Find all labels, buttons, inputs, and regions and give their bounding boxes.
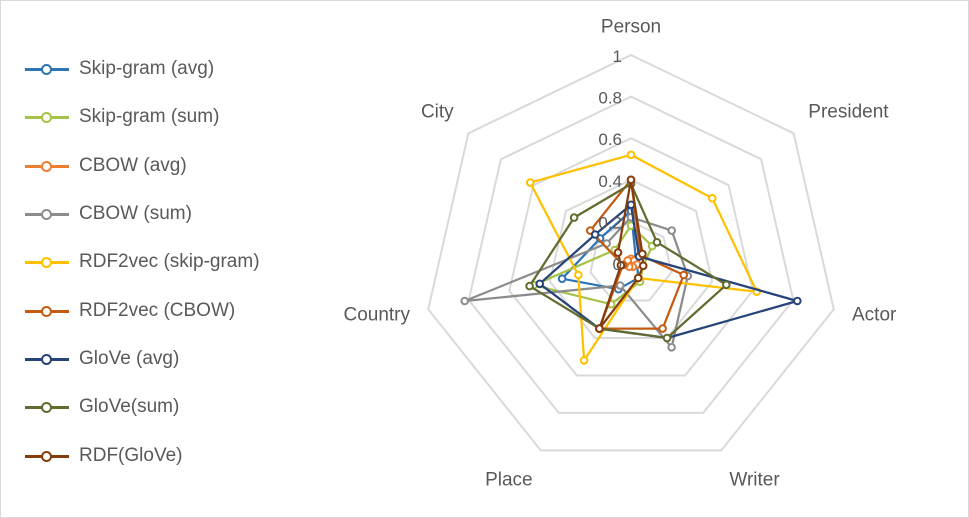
grid-ring — [508, 137, 754, 377]
grid-ring — [548, 178, 714, 339]
data-point — [579, 356, 589, 365]
legend-item: RDF2vec (CBOW) — [25, 286, 315, 334]
legend-swatch — [25, 449, 69, 463]
legend-label: RDF(GloVe) — [79, 444, 183, 466]
legend-marker — [41, 353, 52, 365]
data-point — [626, 200, 636, 210]
legend-swatch — [25, 400, 69, 414]
axis-label-person: Person — [601, 16, 661, 37]
tick-label: 0.2 — [598, 213, 622, 232]
legend-item: RDF(GloVe) — [25, 431, 315, 479]
series-line — [528, 182, 728, 340]
series-line — [529, 153, 758, 362]
legend-swatch — [25, 62, 69, 76]
legend-marker — [41, 64, 52, 76]
legend-label: CBOW (avg) — [79, 154, 187, 176]
data-point — [569, 213, 579, 222]
tick-label: 0.6 — [598, 130, 622, 149]
legend-marker — [41, 450, 52, 462]
axis-label-actor: Actor — [852, 304, 897, 325]
legend-swatch — [25, 159, 69, 173]
data-point — [679, 270, 689, 280]
legend-label: Skip-gram (avg) — [79, 58, 215, 80]
data-point — [557, 274, 567, 284]
legend-marker — [41, 402, 52, 414]
legend-marker — [41, 305, 52, 317]
legend-swatch — [25, 304, 69, 318]
data-point — [595, 324, 604, 333]
data-point — [615, 281, 625, 290]
legend-label: GloVe (avg) — [79, 347, 180, 369]
axis-label-place: Place — [485, 469, 533, 490]
data-point — [633, 273, 643, 283]
legend-label: GloVe(sum) — [79, 396, 180, 418]
data-point — [613, 248, 623, 257]
axis-label-writer: Writer — [729, 469, 780, 490]
legend-item: GloVe(sum) — [25, 383, 315, 431]
tick-label: 0 — [613, 255, 622, 274]
data-point — [708, 193, 717, 203]
legend-swatch — [25, 352, 69, 366]
legend-label: CBOW (sum) — [79, 203, 192, 225]
data-point — [658, 324, 667, 333]
legend-label: Skip-gram (sum) — [79, 106, 220, 128]
legend-item: Skip-gram (avg) — [25, 45, 315, 93]
data-point — [638, 261, 648, 271]
data-point — [722, 280, 731, 290]
grid-ring — [427, 53, 835, 452]
data-point — [667, 343, 676, 352]
legend: Skip-gram (avg) Skip-gram (sum) CBOW (avg)… — [25, 45, 315, 480]
data-point — [525, 281, 534, 291]
data-point — [626, 175, 636, 185]
series-line — [463, 216, 689, 349]
legend-swatch — [25, 255, 69, 269]
data-point — [616, 261, 626, 270]
data-point — [460, 296, 470, 306]
data-point — [662, 333, 672, 343]
data-point — [525, 178, 535, 187]
legend-swatch — [25, 110, 69, 124]
axis-label-city: City — [421, 102, 454, 123]
legend-item: CBOW (avg) — [25, 142, 315, 190]
data-point — [652, 238, 662, 247]
tick-label: 1 — [613, 47, 622, 66]
data-point — [590, 230, 600, 239]
legend-marker — [41, 257, 52, 269]
axis-label-country: Country — [343, 304, 410, 325]
legend-item: Skip-gram (sum) — [25, 93, 315, 141]
legend-item: GloVe (avg) — [25, 335, 315, 383]
tick-label: 0.4 — [598, 172, 622, 191]
data-point — [638, 249, 647, 259]
tick-label: 0.8 — [598, 89, 622, 108]
legend-marker — [41, 209, 52, 221]
data-point — [667, 226, 677, 235]
axis-label-president: President — [808, 102, 889, 123]
legend-marker — [41, 112, 52, 124]
legend-marker — [41, 160, 52, 172]
legend-item: CBOW (sum) — [25, 190, 315, 238]
legend-swatch — [25, 207, 69, 221]
data-point — [574, 270, 583, 280]
data-point — [793, 296, 802, 306]
series-rdf-glove — [595, 175, 648, 333]
data-point — [535, 279, 545, 289]
legend-label: RDF2vec (CBOW) — [79, 299, 236, 321]
data-point — [626, 150, 636, 160]
grid-ring — [467, 95, 795, 414]
legend-label: RDF2vec (skip-gram) — [79, 251, 260, 273]
legend-item: RDF2vec (skip-gram) — [25, 238, 315, 286]
